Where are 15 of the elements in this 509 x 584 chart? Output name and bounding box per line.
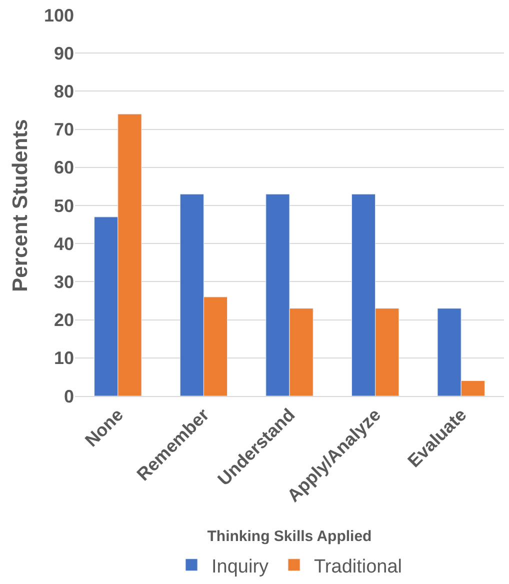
y-tick-label: 10 — [54, 348, 74, 368]
y-tick-label: 90 — [54, 43, 74, 64]
y-tick-label: 100 — [44, 5, 74, 26]
y-tick-label: 60 — [54, 158, 74, 178]
x-axis-title: Thinking Skills Applied — [207, 528, 372, 545]
legend-label: Traditional — [314, 556, 402, 578]
y-tick-label: 30 — [54, 272, 74, 292]
y-tick-label: 20 — [54, 310, 74, 330]
y-tick-label: 40 — [54, 234, 74, 254]
legend-label: Inquiry — [212, 556, 270, 578]
y-tick-label: 70 — [54, 120, 74, 140]
y-tick-label: 80 — [54, 82, 74, 102]
y-tick-label: 0 — [64, 386, 74, 406]
y-tick-label: 50 — [54, 196, 74, 216]
y-axis-title: Percent Students — [9, 119, 32, 292]
